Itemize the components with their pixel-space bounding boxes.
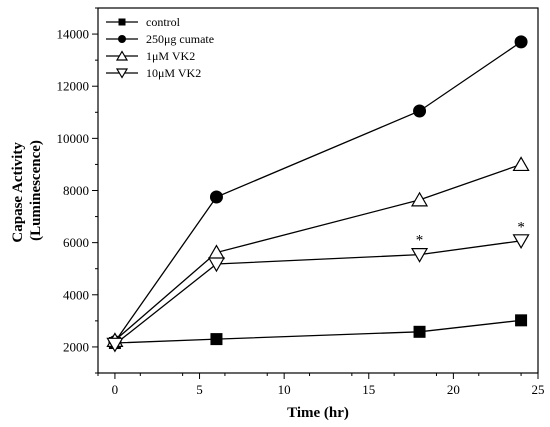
legend-marker bbox=[118, 35, 126, 43]
y-tick-label: 4000 bbox=[63, 287, 89, 302]
y-axis-label-line-1: Capase Activity bbox=[10, 142, 26, 243]
y-axis-label: Capase Activity (Luminescence) bbox=[10, 138, 44, 242]
data-point bbox=[410, 191, 429, 207]
legend-marker bbox=[115, 68, 129, 79]
data-point bbox=[210, 333, 223, 346]
data-point bbox=[207, 244, 226, 260]
legend-marker bbox=[118, 18, 126, 26]
x-tick-label: 25 bbox=[532, 382, 545, 397]
data-point bbox=[413, 104, 427, 118]
data-point bbox=[515, 314, 528, 327]
legend-label: control bbox=[146, 15, 181, 29]
significance-annotation: * bbox=[517, 220, 525, 236]
y-tick-label: 10000 bbox=[57, 131, 90, 146]
data-point bbox=[512, 156, 530, 172]
legend-label: 1μM VK2 bbox=[146, 49, 195, 63]
x-tick-label: 0 bbox=[112, 382, 119, 397]
x-tick-label: 10 bbox=[278, 382, 291, 397]
data-point bbox=[413, 325, 426, 338]
legend: control 250μg cumate 1μM VK2 10μM VK2 bbox=[106, 15, 214, 80]
y-axis-label-line-2: (Luminescence) bbox=[28, 140, 44, 241]
data-point bbox=[512, 234, 530, 250]
significance-annotation: * bbox=[416, 233, 424, 249]
x-axis-label: Time (hr) bbox=[287, 405, 349, 421]
series-line-3 bbox=[114, 240, 522, 345]
data-point bbox=[514, 35, 528, 49]
x-tick-label: 5 bbox=[196, 382, 203, 397]
legend-label: 10μM VK2 bbox=[146, 66, 201, 80]
legend-label: 250μg cumate bbox=[146, 32, 214, 46]
x-tick-label: 20 bbox=[447, 382, 460, 397]
data-point bbox=[207, 257, 226, 273]
y-tick-label: 12000 bbox=[57, 79, 90, 94]
data-point bbox=[209, 190, 223, 204]
y-tick-label: 8000 bbox=[63, 183, 89, 198]
data-point bbox=[410, 248, 429, 263]
y-tick-label: 6000 bbox=[63, 235, 89, 250]
legend-marker bbox=[115, 50, 129, 61]
x-tick-label: 15 bbox=[362, 382, 375, 397]
series-line-0 bbox=[114, 319, 522, 344]
data-point bbox=[106, 337, 124, 353]
series-line-2 bbox=[114, 163, 522, 341]
series-line-1 bbox=[114, 41, 522, 343]
y-tick-label: 14000 bbox=[57, 27, 90, 42]
y-tick-label: 2000 bbox=[63, 339, 89, 354]
plot-area: 0 5 10 15 20 25 2000 4000 6000 8000 10000 12000 1400… bbox=[57, 7, 545, 397]
